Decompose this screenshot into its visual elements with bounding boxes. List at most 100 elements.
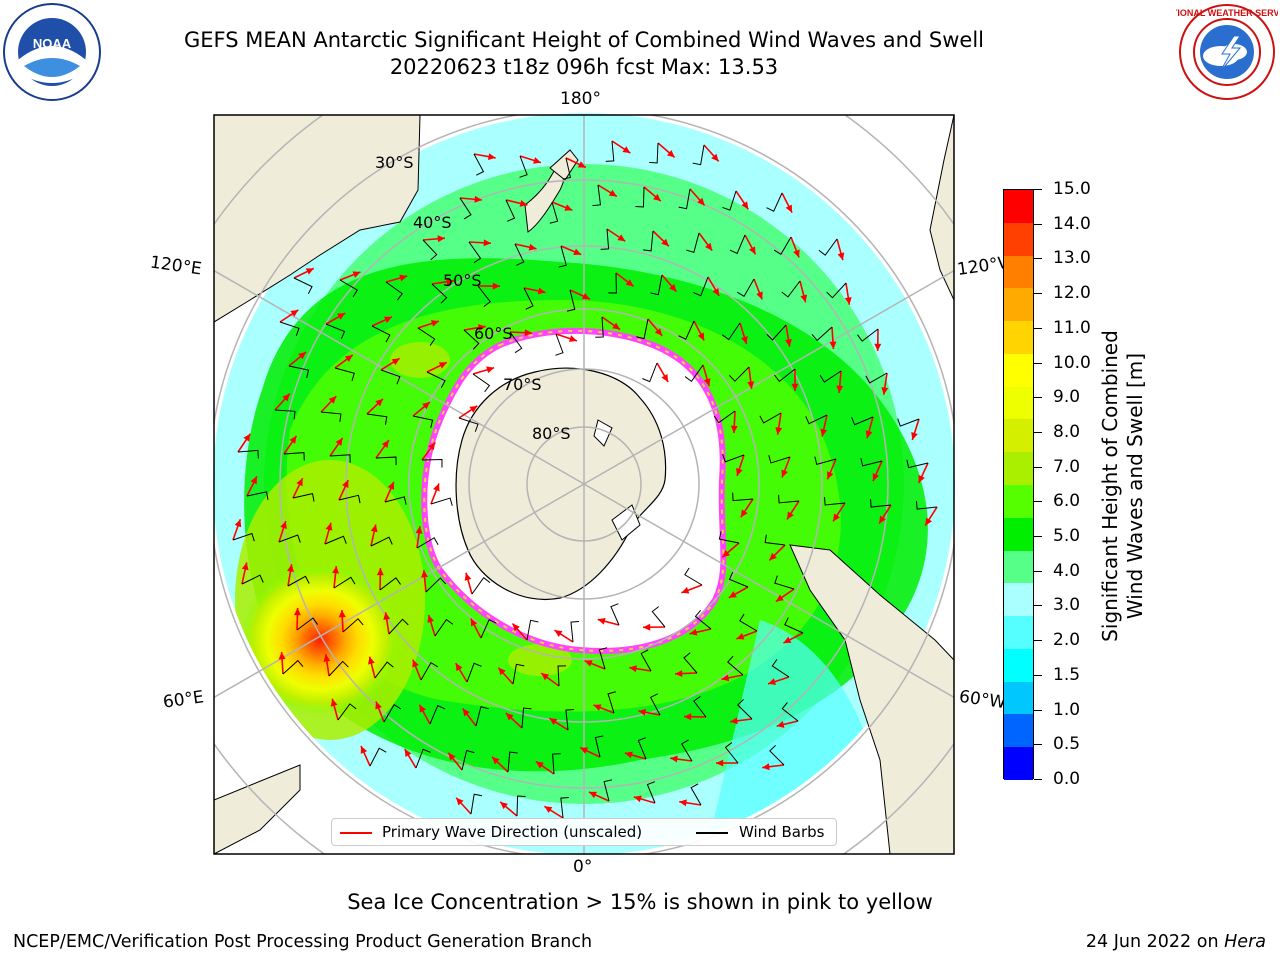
colorbar-tick (1034, 189, 1042, 190)
wave-direction-arrowhead (925, 517, 933, 526)
wind-barb (684, 364, 704, 383)
wind-barb (692, 144, 705, 166)
colorbar-tick (1034, 362, 1042, 364)
wave-direction-arrowhead (464, 572, 472, 581)
wave-direction-arrowhead (711, 153, 719, 162)
wind-barb (805, 414, 828, 425)
wave-direction-arrowhead (430, 320, 439, 327)
wind-barb (678, 320, 695, 340)
colorbar-tick (1034, 709, 1042, 711)
wind-barb (466, 662, 482, 683)
wind-barb (565, 709, 574, 731)
wave-direction-arrowhead (469, 405, 478, 413)
wave-direction-arrowhead (330, 698, 338, 707)
colorbar-segment (1004, 255, 1033, 289)
wave-direction-arrowhead (836, 385, 844, 393)
wave-direction-arrowhead (881, 387, 889, 395)
wave-direction-arrowhead (748, 246, 756, 255)
wind-barb (595, 316, 604, 338)
wind-barb (718, 531, 740, 544)
wave-direction-arrowhead (549, 718, 558, 726)
wave-direction-arrowhead (597, 617, 606, 625)
wind-barb (736, 278, 755, 298)
wind-barb (598, 647, 608, 670)
colorbar-tick-label: 2.0 (1053, 630, 1081, 651)
chart-subtitle: 20220623 t18z 096h fcst Max: 13.53 (389, 55, 779, 79)
wind-barb (459, 197, 472, 220)
wind-barb (279, 321, 300, 336)
wave-direction-arrowhead (391, 358, 400, 366)
wave-direction-arrowhead (512, 623, 520, 632)
wind-barb (774, 575, 795, 590)
wave-direction-arrowhead (872, 473, 880, 482)
wave-direction-arrowhead (633, 795, 642, 803)
wind-barb (463, 329, 480, 350)
wind-barb (570, 621, 579, 643)
wave-direction-arrowhead (670, 755, 678, 763)
wind-barb (514, 243, 525, 266)
wind-barb (739, 613, 758, 632)
lon-label-0: 0° (573, 857, 593, 877)
wave-direction-arrowhead (455, 663, 463, 672)
wind-barb (338, 494, 361, 504)
colorbar-segment (1004, 747, 1033, 780)
lat-label-50s: 50°S (443, 271, 482, 290)
wave-direction-arrowhead (608, 189, 617, 197)
wind-barb (468, 241, 482, 264)
wave-direction-arrowhead (250, 476, 257, 485)
wind-barb (649, 693, 661, 716)
wind-barb (769, 745, 785, 766)
wind-barb (693, 276, 709, 297)
wave-direction-arrowhead (730, 425, 738, 433)
wind-barb (237, 449, 259, 459)
wind-barb (860, 457, 883, 467)
wave-direction-arrowhead (740, 509, 748, 518)
wave-direction-arrowhead (399, 274, 408, 282)
wave-direction-arrowhead (448, 752, 456, 761)
wind-barb (897, 418, 920, 427)
wind-barb (480, 619, 497, 639)
svg-text:NATIONAL WEATHER SERVICE: NATIONAL WEATHER SERVICE (1176, 8, 1278, 18)
wave-direction-arrowhead (697, 332, 705, 341)
wave-direction-arrowhead (669, 283, 677, 292)
wind-barb (870, 499, 892, 508)
wave-direction-arrowhead (820, 428, 828, 437)
wave-direction-arrowhead (428, 442, 436, 451)
wave-direction-arrowhead (722, 549, 731, 558)
wind-barb (781, 280, 801, 298)
wave-direction-arrowhead (234, 519, 242, 528)
wave-direction-arrowhead (415, 526, 423, 534)
wind-barb (246, 491, 269, 500)
wave-direction-arrowhead (768, 678, 777, 685)
wind-barb (683, 652, 698, 674)
colorbar-segment (1004, 353, 1033, 387)
wave-direction-arrowhead (437, 235, 445, 243)
legend: Primary Wave Direction (unscaled) Wind B… (331, 818, 837, 846)
colorbar-tick (1034, 501, 1042, 503)
colorbar-tick-label: 4.0 (1053, 560, 1081, 581)
wind-barb (422, 239, 438, 261)
wind-barb (371, 325, 391, 343)
wave-direction-arrowhead (736, 467, 743, 476)
wave-direction-arrowhead (584, 660, 593, 667)
wave-direction-arrowhead (486, 366, 495, 374)
wind-barb (287, 575, 310, 587)
wave-direction-arrowhead (376, 568, 384, 576)
wind-barb (470, 793, 483, 815)
colorbar-tick (1034, 327, 1042, 329)
sea-ice-note: Sea Ice Concentration > 15% is shown in … (347, 890, 933, 914)
wave-direction-arrowhead (241, 562, 249, 571)
wave-direction-arrowhead (243, 433, 251, 442)
date-stamp: 24 Jun 2022 on Hera (1085, 932, 1266, 952)
wave-direction-arrowhead (289, 435, 297, 444)
wind-barb (690, 783, 702, 806)
wind-barb (824, 496, 846, 506)
wind-barb (426, 371, 446, 389)
wave-direction-arrowhead (278, 652, 286, 660)
wave-direction-arrowhead (419, 704, 426, 713)
noaa-logo: NOAA (3, 3, 101, 101)
colorbar-tick (1034, 570, 1042, 572)
wave-direction-arrowhead (370, 524, 378, 533)
vector-layer (232, 140, 938, 819)
wave-direction-arrowhead (844, 297, 852, 305)
